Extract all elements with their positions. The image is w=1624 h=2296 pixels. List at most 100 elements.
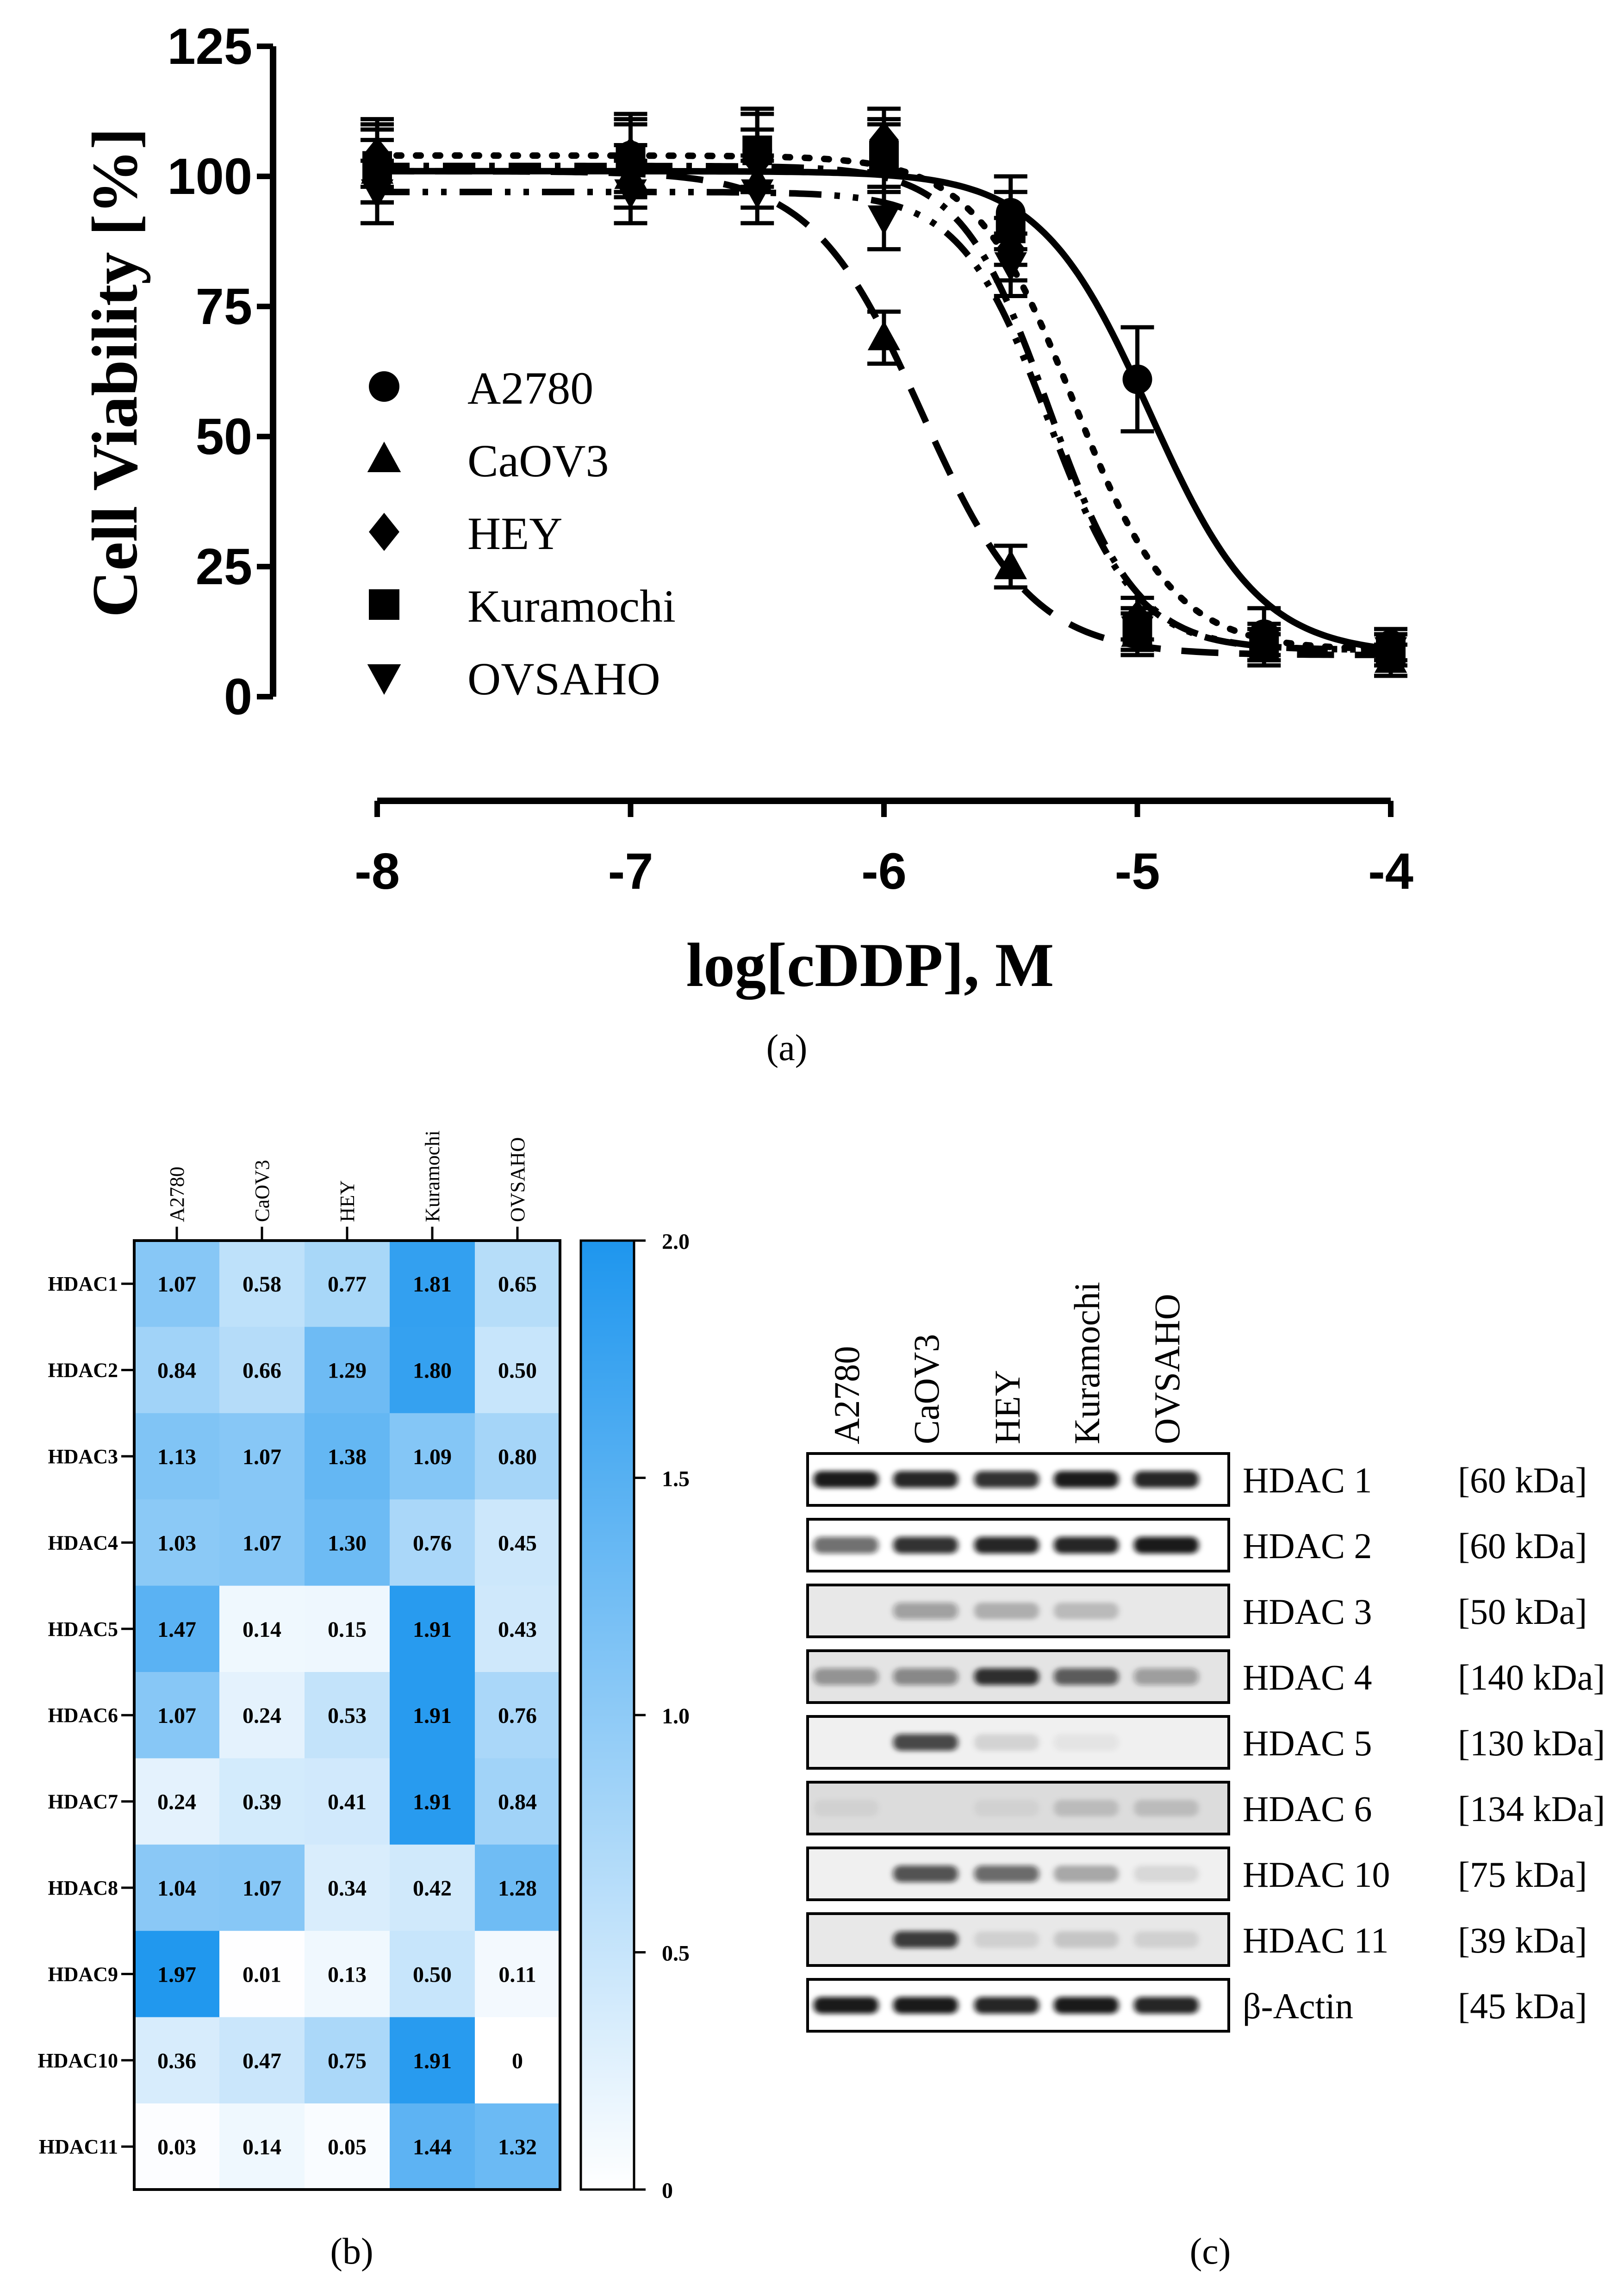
heatmap-cell [390, 1499, 475, 1586]
blot-protein-label: HDAC 4 [1243, 1657, 1372, 1697]
blot-band [974, 1668, 1039, 1685]
y-ticks: 0 25 50 75 100 125 [167, 18, 273, 725]
data-points [361, 106, 1407, 678]
blot-band [1134, 1537, 1199, 1554]
panel-label-c: (c) [1190, 2231, 1231, 2272]
heatmap-cell [475, 1327, 560, 1414]
heatmap-cell [219, 1844, 305, 1931]
data-point [869, 141, 899, 171]
blot-protein-label: HDAC 2 [1243, 1526, 1372, 1566]
heatmap-cell [475, 1758, 560, 1845]
blot-band [893, 1931, 958, 1948]
heatmap-cell [305, 1672, 390, 1759]
cell-value: 0 [512, 2049, 523, 2073]
blot-band [974, 1866, 1039, 1882]
blot-protein-label: HDAC 5 [1243, 1723, 1372, 1763]
row-label: HDAC9 [48, 1963, 118, 1985]
cell-value: 1.80 [413, 1359, 452, 1383]
heatmap-cell [305, 1499, 390, 1586]
cell-value: 0.53 [328, 1703, 367, 1728]
cell-value: 1.07 [157, 1703, 196, 1728]
heatmap-cell [305, 2103, 390, 2190]
cell-value: 0.13 [328, 1962, 367, 1987]
blot-band [1054, 1603, 1119, 1619]
data-point [994, 549, 1027, 580]
x-ticks: -8 -7 -6 -5 -4 [355, 801, 1413, 900]
heatmap-cell [390, 1241, 475, 1327]
blot-band [814, 1537, 878, 1554]
cell-value: 0.15 [328, 1617, 367, 1642]
blot-size-label: [39 kDa] [1458, 1920, 1587, 1960]
cell-value: 0.65 [498, 1272, 537, 1297]
heatmap-cell [219, 1241, 305, 1327]
colorbar-tick-label: 0 [662, 2178, 673, 2203]
western-blot-panel: A2780 CaOV3 HEY Kuramochi OVSAHO HDAC 1 [60 k… [806, 1282, 1605, 2272]
heatmap-cell [475, 1499, 560, 1586]
row-label: HDAC8 [48, 1877, 118, 1899]
blot-band [974, 1997, 1039, 2014]
cell-value: 0.84 [498, 1790, 537, 1815]
heatmap-cell [390, 1327, 475, 1414]
x-tick-label: -5 [1115, 843, 1160, 900]
legend-marker-hey [369, 512, 399, 551]
cell-value: 1.47 [157, 1617, 196, 1642]
cell-value: 0.66 [243, 1359, 281, 1383]
heatmap-cell [390, 1672, 475, 1759]
heatmap-cell [219, 1758, 305, 1845]
cell-value: 1.13 [157, 1445, 196, 1469]
data-point [361, 179, 394, 209]
data-point [1121, 616, 1154, 646]
x-tick-label: -4 [1368, 843, 1413, 900]
y-tick-label: 50 [196, 408, 252, 465]
heatmap-cell [305, 1844, 390, 1931]
blot-band [1054, 1734, 1119, 1751]
blot-protein-label: HDAC 10 [1243, 1854, 1390, 1895]
cell-value: 1.97 [157, 1962, 196, 1987]
heatmap-cell [134, 2103, 220, 2190]
blot-column-label: Kuramochi [1067, 1282, 1107, 1444]
x-tick-label: -6 [861, 843, 907, 900]
heatmap-cell [134, 1758, 220, 1845]
colorbar [579, 1239, 635, 2191]
heatmap-cell [134, 1499, 220, 1586]
cell-value: 0.77 [328, 1272, 367, 1297]
cell-value: 0.36 [157, 2049, 196, 2073]
blot-size-label: [60 kDa] [1458, 1526, 1587, 1566]
column-label: OVSAHO [506, 1137, 529, 1222]
blot-band [974, 1800, 1039, 1816]
cell-value: 1.07 [243, 1445, 281, 1469]
heatmap-cell [134, 1672, 220, 1759]
blot-strip: HDAC 11 [39 kDa] [806, 1912, 1587, 1967]
blot-band [814, 1471, 878, 1488]
blot-strip: HDAC 4 [140 kDa] [806, 1649, 1605, 1704]
heatmap-row-labels: HDAC1 HDAC2 HDAC3 HDAC4 HDAC5 HDAC6 HDAC7 HDAC8… [37, 1273, 134, 2158]
cell-value: 0.24 [157, 1790, 196, 1815]
cell-value: 0.11 [498, 1962, 536, 1987]
column-label: CaOV3 [251, 1160, 274, 1222]
blot-band [1134, 1800, 1199, 1816]
cell-value: 0.34 [328, 1876, 367, 1901]
blot-band [1054, 1537, 1119, 1554]
legend-label: Kuramochi [467, 580, 676, 632]
blot-band [1134, 1997, 1199, 2014]
blot-band [814, 1668, 878, 1685]
blot-band [1134, 1931, 1199, 1948]
blot-strips: HDAC 1 [60 kDa] HDAC 2 [60 kDa] HDAC 3 [50 kD… [806, 1452, 1605, 2033]
x-tick-label: -7 [608, 843, 653, 900]
cell-value: 0.47 [243, 2049, 281, 2073]
data-point [867, 205, 901, 235]
heatmap-cell [475, 1413, 560, 1500]
cell-value: 0.24 [243, 1703, 281, 1728]
blot-strip: HDAC 2 [60 kDa] [806, 1518, 1587, 1572]
cell-value: 0.39 [243, 1790, 281, 1815]
row-label: HDAC11 [39, 2135, 118, 2158]
blot-band [814, 1997, 878, 2014]
cell-value: 0.75 [328, 2049, 367, 2073]
heatmap-cell [219, 1499, 305, 1586]
cell-value: 1.04 [157, 1876, 196, 1901]
panel-label-b: (b) [330, 2231, 373, 2272]
blot-strip: β-Actin [45 kDa] [806, 1978, 1587, 2033]
heatmap-column-labels: A2780 CaOV3 HEY Kuramochi OVSAHO [166, 1130, 529, 1241]
legend-label: HEY [467, 508, 563, 559]
cell-value: 0.50 [498, 1359, 537, 1383]
